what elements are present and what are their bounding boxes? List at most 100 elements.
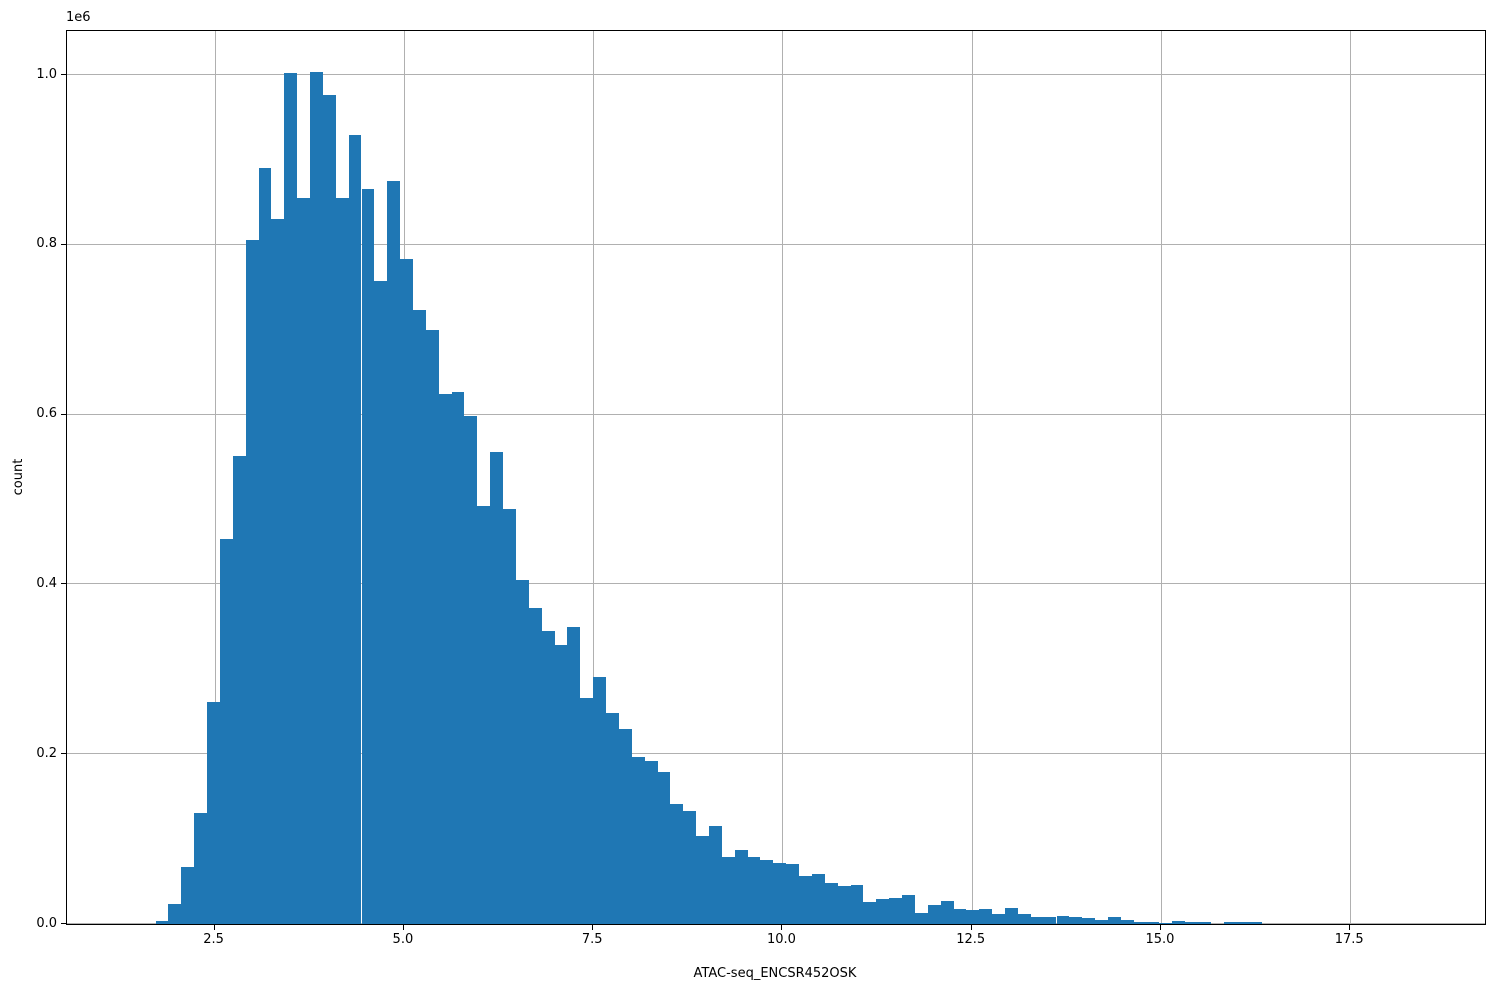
histogram-bar — [400, 259, 413, 924]
histogram-bar — [1249, 921, 1263, 924]
histogram-bar — [554, 644, 568, 924]
histogram-bar — [412, 310, 426, 924]
histogram-bar — [1017, 913, 1031, 924]
histogram-bar — [181, 867, 195, 924]
histogram-bar — [322, 94, 336, 924]
x-tick — [402, 925, 404, 930]
x-tick-label: 10.0 — [766, 932, 796, 947]
histogram-bar — [709, 826, 722, 924]
histogram-bar — [1236, 921, 1250, 924]
histogram-bar — [683, 811, 697, 924]
y-tick — [61, 243, 66, 245]
y-tick-label: 0.8 — [36, 236, 57, 252]
histogram-bar — [1056, 915, 1070, 924]
y-gridline — [67, 753, 1485, 755]
x-tick — [213, 925, 215, 930]
histogram-bar — [503, 508, 516, 924]
histogram-bar — [155, 920, 169, 924]
histogram-bar — [284, 72, 298, 924]
histogram-bar — [1030, 917, 1044, 924]
y-gridline — [67, 583, 1485, 585]
x-gridline — [214, 31, 216, 924]
x-tick — [1159, 925, 1161, 930]
histogram-bar — [567, 626, 581, 924]
x-tick-label: 17.5 — [1334, 932, 1364, 947]
histogram-bar — [374, 281, 388, 924]
plot-area — [66, 30, 1486, 925]
histogram-bar — [541, 631, 555, 924]
histogram-bar — [979, 908, 993, 924]
histogram-bar — [824, 883, 838, 924]
histogram-bar — [232, 456, 246, 924]
histogram-bar — [477, 506, 491, 924]
histogram-bar — [760, 860, 774, 924]
y-axis-offset-label: 1e6 — [66, 10, 91, 25]
histogram-bar — [914, 912, 928, 924]
histogram-bar — [310, 71, 323, 924]
y-tick-label: 0.0 — [36, 915, 57, 931]
x-gridline — [593, 31, 595, 924]
histogram-bar — [580, 698, 594, 924]
histogram-bar — [258, 167, 272, 924]
y-tick-label: 1.0 — [36, 66, 57, 82]
x-tick — [592, 925, 594, 930]
histogram-bar — [425, 329, 439, 924]
histogram-bar — [747, 856, 761, 924]
histogram-bar — [194, 812, 208, 924]
histogram-bar — [297, 198, 310, 924]
histogram-bar — [593, 676, 607, 924]
histogram-bar — [696, 835, 709, 924]
histogram-bar — [850, 884, 864, 924]
histogram-bar — [1172, 921, 1186, 924]
histogram-bar — [786, 863, 800, 924]
x-tick-label: 5.0 — [392, 932, 414, 947]
histogram-bar — [451, 391, 465, 924]
y-tick — [61, 74, 66, 76]
histogram-bar — [271, 219, 285, 924]
histogram-bar — [1082, 917, 1096, 924]
histogram-bar — [490, 452, 504, 924]
histogram-bar — [1133, 921, 1147, 924]
histogram-bar — [773, 862, 787, 924]
histogram-bar — [1146, 922, 1160, 924]
histogram-bar — [670, 804, 684, 924]
x-axis-label: ATAC-seq_ENCSR452OSK — [693, 966, 857, 981]
x-tick — [1349, 925, 1351, 930]
histogram-bar — [464, 415, 478, 924]
histogram-bar — [219, 539, 233, 924]
histogram-bar — [799, 875, 812, 924]
x-gridline — [1350, 31, 1352, 924]
histogram-bar — [348, 135, 362, 924]
histogram-bar — [992, 913, 1005, 924]
x-gridline — [782, 31, 784, 924]
histogram-bar — [515, 580, 529, 924]
histogram-bar — [889, 897, 903, 924]
histogram-bar — [940, 901, 954, 924]
histogram-bar — [1005, 907, 1018, 924]
histogram-bar — [876, 899, 890, 924]
x-gridline — [1160, 31, 1162, 924]
y-gridline — [67, 243, 1485, 245]
histogram-bar — [631, 756, 645, 924]
histogram-bar — [811, 873, 825, 924]
histogram-bar — [721, 856, 735, 924]
histogram-bar — [438, 394, 452, 924]
histogram — [67, 31, 1485, 924]
y-tick-label: 0.4 — [36, 575, 57, 591]
histogram-bar — [528, 608, 542, 924]
histogram-bar — [1120, 920, 1134, 924]
histogram-bar — [657, 772, 671, 924]
x-tick-label: 15.0 — [1145, 932, 1175, 947]
histogram-bar — [644, 761, 658, 924]
histogram-bar — [168, 903, 182, 924]
histogram-bar — [902, 895, 915, 924]
histogram-bar — [361, 188, 375, 924]
histogram-bar — [335, 198, 349, 924]
histogram-bar — [245, 239, 259, 924]
x-tick — [781, 925, 783, 930]
histogram-bar — [1159, 923, 1173, 924]
histogram-bar — [953, 908, 967, 924]
histogram-bar — [734, 850, 748, 924]
y-tick — [61, 413, 66, 415]
y-tick — [61, 923, 66, 924]
